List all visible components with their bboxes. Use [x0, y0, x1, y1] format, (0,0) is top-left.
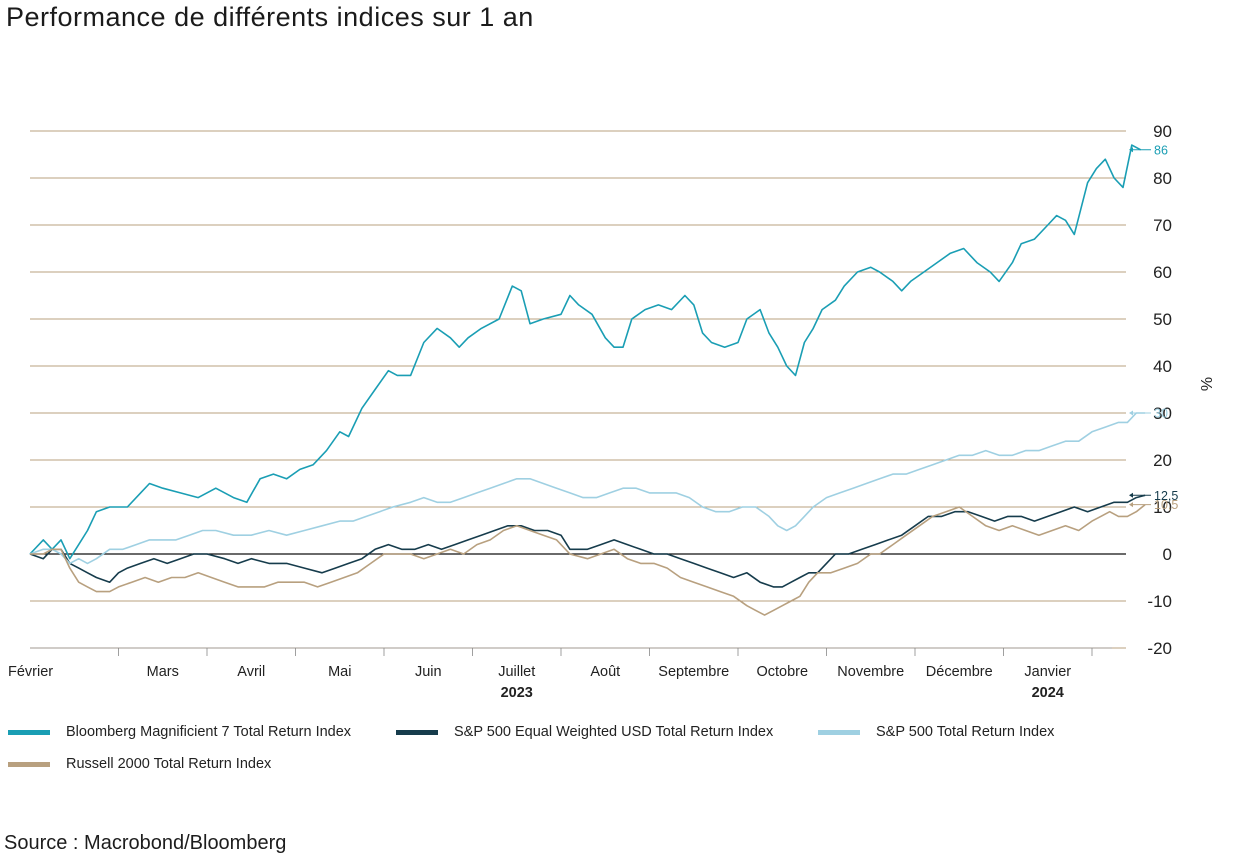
- end-label-arrow: [1129, 492, 1133, 498]
- source-note: Source : Macrobond/Bloomberg: [4, 832, 287, 854]
- legend-label: Russell 2000 Total Return Index: [66, 756, 272, 772]
- legend-swatch: [396, 729, 438, 735]
- y-tick-label: 40: [1153, 357, 1172, 376]
- y-tick-label: 10: [1153, 498, 1172, 517]
- end-value-label: 86: [1154, 143, 1168, 157]
- y-tick-label: 50: [1153, 310, 1172, 329]
- x-tick-label: Juin: [415, 664, 442, 680]
- y-tick-label: 80: [1153, 169, 1172, 188]
- y-tick-label: -10: [1147, 592, 1172, 611]
- x-tick-label: Avril: [237, 664, 265, 680]
- x-tick-label: Novembre: [837, 664, 904, 680]
- y-tick-label: 70: [1153, 216, 1172, 235]
- end-value-label: 12,5: [1154, 489, 1178, 503]
- chart-title: Performance de différents indices sur 1 …: [6, 2, 534, 32]
- x-tick-label: Juillet: [498, 664, 535, 680]
- x-tick-label: Mai: [328, 664, 351, 680]
- legend-item: S&P 500 Equal Weighted USD Total Return …: [396, 724, 773, 740]
- series-lines: [29, 144, 1146, 616]
- x-axis: Février Mars Avril Mai Juin Juillet Août Septem…: [8, 647, 1112, 701]
- legend-item: Bloomberg Magnificient 7 Total Return In…: [8, 724, 351, 740]
- end-label-arrow: [1129, 147, 1133, 153]
- y-tick-label: -20: [1147, 639, 1172, 658]
- end-value-labels: 86 30 12,510,5: [1129, 143, 1178, 512]
- x-tick-label: Septembre: [658, 664, 729, 680]
- x-tick-label: Janvier: [1024, 664, 1071, 680]
- x-tick-label: Octobre: [756, 664, 808, 680]
- legend-swatch: [8, 761, 50, 767]
- series-line: [29, 412, 1146, 565]
- end-label-arrow: [1129, 410, 1133, 416]
- y-tick-label: 30: [1153, 404, 1172, 423]
- x-year-label: 2024: [1032, 685, 1064, 701]
- legend-swatch: [818, 729, 860, 735]
- x-tick-label: Décembre: [926, 664, 993, 680]
- series-line: [29, 494, 1146, 588]
- x-year-label: 2023: [501, 685, 533, 701]
- legend-label: S&P 500 Equal Weighted USD Total Return …: [454, 724, 774, 740]
- series-line: [30, 504, 1146, 616]
- x-tick-label: Août: [590, 664, 620, 680]
- legend-label: S&P 500 Total Return Index: [876, 724, 1055, 740]
- end-value-label: 10,5: [1154, 498, 1178, 512]
- y-tick-label: 20: [1153, 451, 1172, 470]
- x-tick-label: Mars: [147, 664, 179, 680]
- y-tick-label: 0: [1163, 545, 1172, 564]
- legend: Bloomberg Magnificient 7 Total Return In…: [0, 720, 1236, 790]
- gridlines: [30, 130, 1126, 649]
- y-tick-label: 90: [1153, 122, 1172, 141]
- series-line: [29, 144, 1142, 560]
- x-tick-label: Février: [8, 664, 53, 680]
- end-value-label: 30: [1154, 407, 1168, 421]
- y-axis-label: %: [1199, 377, 1216, 391]
- legend-swatch: [8, 729, 50, 735]
- legend-label: Bloomberg Magnificient 7 Total Return In…: [66, 724, 352, 740]
- y-tick-label: 60: [1153, 263, 1172, 282]
- end-label-arrow: [1129, 502, 1133, 508]
- legend-item: S&P 500 Total Return Index: [818, 724, 1054, 740]
- y-axis: 90 80 70 60 50 40 30 20 10 0 -10 -20%: [1147, 122, 1216, 658]
- legend-item: Russell 2000 Total Return Index: [8, 756, 271, 772]
